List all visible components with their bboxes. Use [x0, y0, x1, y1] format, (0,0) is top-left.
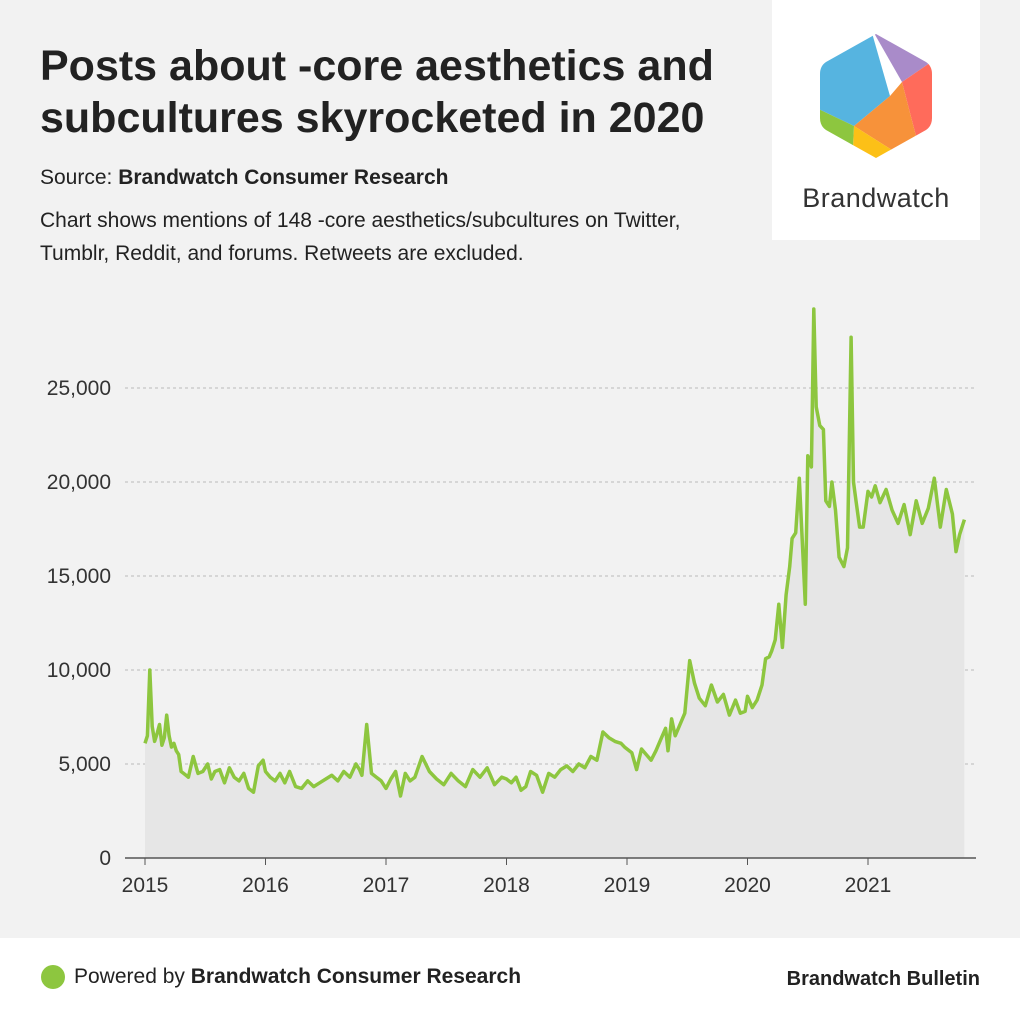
- source-name: Brandwatch Consumer Research: [118, 166, 449, 189]
- powered-name: Brandwatch Consumer Research: [190, 965, 522, 988]
- source-line: Source: Brandwatch Consumer Research: [40, 166, 449, 190]
- x-tick-label: 2020: [724, 874, 771, 897]
- logo-segment-orange: [854, 82, 916, 150]
- x-tick-label: 2018: [483, 874, 530, 897]
- x-tick-label: 2016: [242, 874, 289, 897]
- series-line: [143, 307, 967, 798]
- footer: Powered by Brandwatch Consumer Research …: [0, 938, 1020, 1020]
- y-axis-ticks: 0 5,000 10,000 15,000 20,000 25,000: [47, 377, 111, 870]
- x-tick-label: 2021: [845, 874, 892, 897]
- powered-label: Powered by: [74, 965, 185, 988]
- logo-segments: [820, 34, 932, 158]
- green-dot-icon: [41, 965, 65, 989]
- y-tick-label: 25,000: [47, 377, 111, 400]
- y-tick-label: 5,000: [58, 753, 111, 776]
- x-tick-label: 2017: [363, 874, 410, 897]
- logo-wordmark: Brandwatch: [802, 183, 950, 213]
- source-label: Source:: [40, 166, 113, 189]
- brandwatch-logo: Brandwatch: [772, 0, 980, 240]
- area-fill: [145, 309, 965, 858]
- y-tick-label: 10,000: [47, 659, 111, 682]
- x-tick-label: 2019: [604, 874, 651, 897]
- powered-by: Powered by Brandwatch Consumer Research: [74, 965, 521, 989]
- y-tick-label: 20,000: [47, 471, 111, 494]
- footer-brand: Brandwatch Bulletin: [786, 968, 980, 990]
- x-axis-ticks: 2015 2016 2017 2018 2019 2020 2021: [122, 858, 892, 897]
- x-tick-label: 2015: [122, 874, 169, 897]
- y-tick-label: 0: [99, 847, 111, 870]
- chart-description: Chart shows mentions of 148 -core aesthe…: [40, 209, 681, 265]
- chart-title: Posts about -core aesthetics and subcult…: [40, 42, 714, 142]
- brandwatch-hexagon-logo-icon: [820, 34, 932, 158]
- y-tick-label: 15,000: [47, 565, 111, 588]
